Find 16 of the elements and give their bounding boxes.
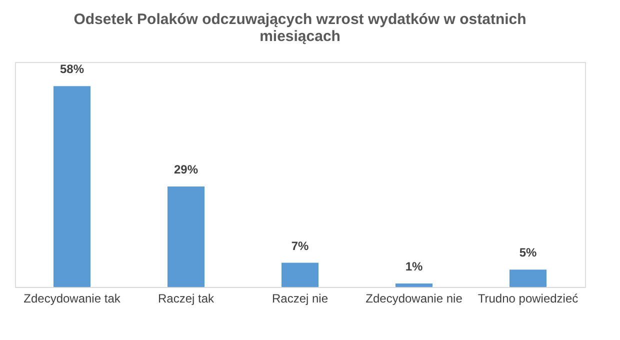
bar	[168, 186, 204, 287]
bar	[396, 284, 432, 287]
data-label: 7%	[291, 238, 309, 253]
x-tick-label: Zdecydowanie tak	[24, 292, 122, 306]
bar	[510, 270, 546, 287]
data-label: 5%	[519, 246, 537, 260]
data-label: 29%	[174, 162, 198, 177]
chart-title: Odsetek Polaków odczuwających wzrost wydatków w ostatnich miesiącach	[74, 11, 526, 45]
x-tick-label: Raczej tak	[158, 292, 216, 306]
x-tick-label: Zdecydowanie nie	[366, 292, 463, 306]
data-label: 58%	[60, 62, 84, 76]
bar	[282, 262, 318, 287]
x-tick-label: Raczej nie	[272, 292, 328, 306]
bar	[54, 86, 90, 287]
x-tick-label: Trudno powiedzieć	[478, 292, 578, 306]
data-label: 1%	[405, 260, 423, 274]
